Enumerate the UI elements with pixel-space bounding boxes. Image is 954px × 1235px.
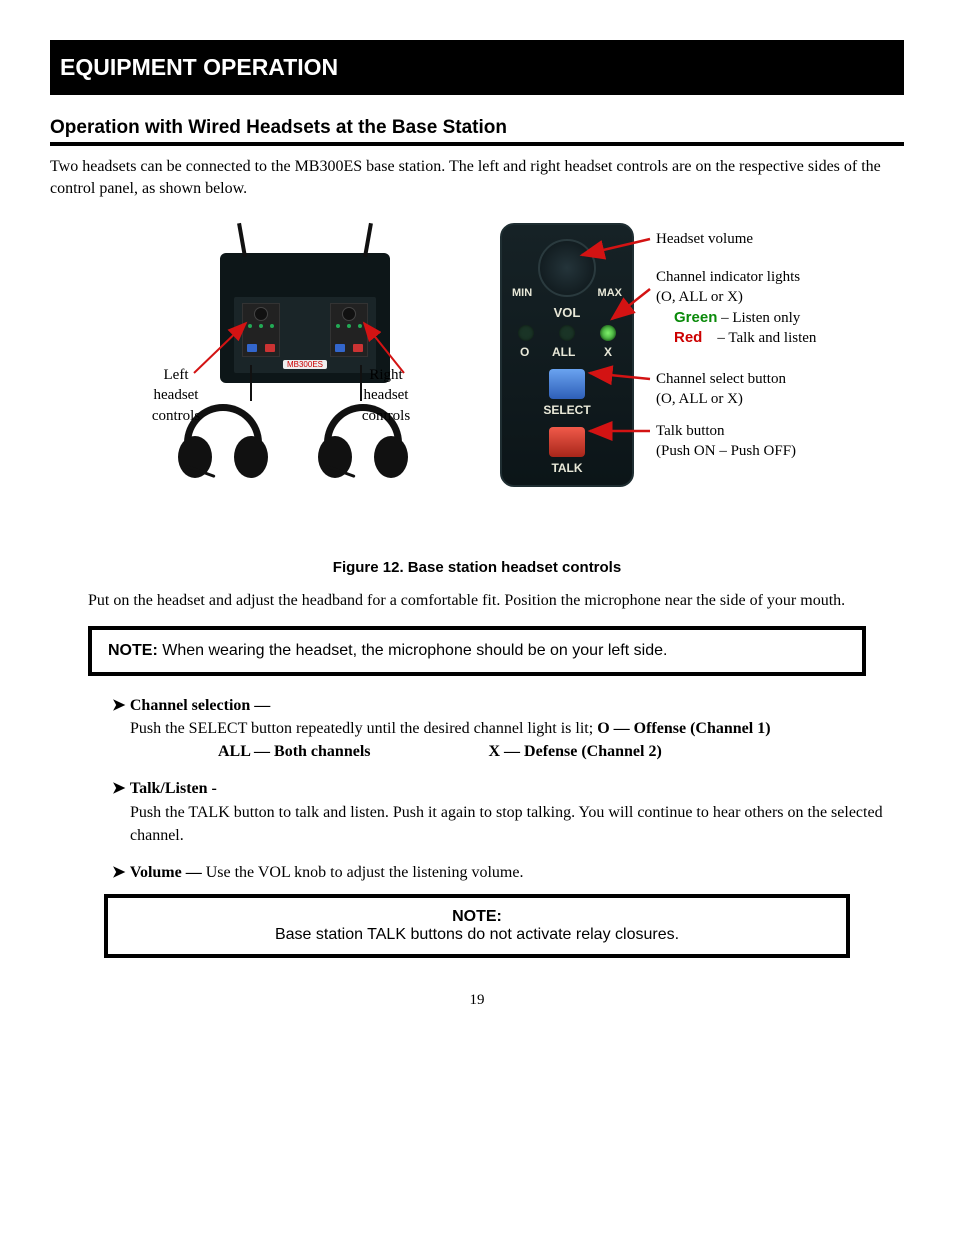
closeup-panel-illustration: MIN MAX VOL O ALL X SELECT TALK [500, 223, 634, 487]
figure-caption: Figure 12. Base station headset controls [50, 559, 904, 576]
right-controls-callout: Right headset controls [346, 365, 426, 426]
volume-callout: Headset volume [656, 229, 753, 249]
volume-block: ➤ Volume — Use the VOL knob to adjust th… [112, 861, 904, 884]
page-number: 19 [50, 992, 904, 1009]
indicator-lights-callout: Channel indicator lights (O, ALL or X) G… [656, 267, 816, 348]
select-button-callout: Channel select button (O, ALL or X) [656, 369, 786, 410]
figure-12: MB300ES MIN MAX VOL O ALL X SELECT TALK [50, 213, 904, 553]
left-controls-callout: Left headset controls [136, 365, 216, 426]
talk-listen-block: ➤ Talk/Listen - Push the TALK button to … [112, 777, 904, 847]
divider [50, 142, 904, 146]
section-header: EQUIPMENT OPERATION [50, 40, 904, 95]
channel-selection-block: ➤ Channel selection — Push the SELECT bu… [112, 694, 904, 764]
subsection-title: Operation with Wired Headsets at the Bas… [50, 113, 904, 142]
intro-paragraph: Two headsets can be connected to the MB3… [50, 156, 904, 199]
base-station-illustration: MB300ES [220, 253, 390, 383]
paragraph-fit: Put on the headset and adjust the headba… [88, 590, 904, 612]
note-box-mic-side: NOTE: When wearing the headset, the micr… [88, 626, 866, 676]
note-box-relay: NOTE: Base station TALK buttons do not a… [104, 894, 850, 958]
talk-button-callout: Talk button (Push ON – Push OFF) [656, 421, 796, 462]
